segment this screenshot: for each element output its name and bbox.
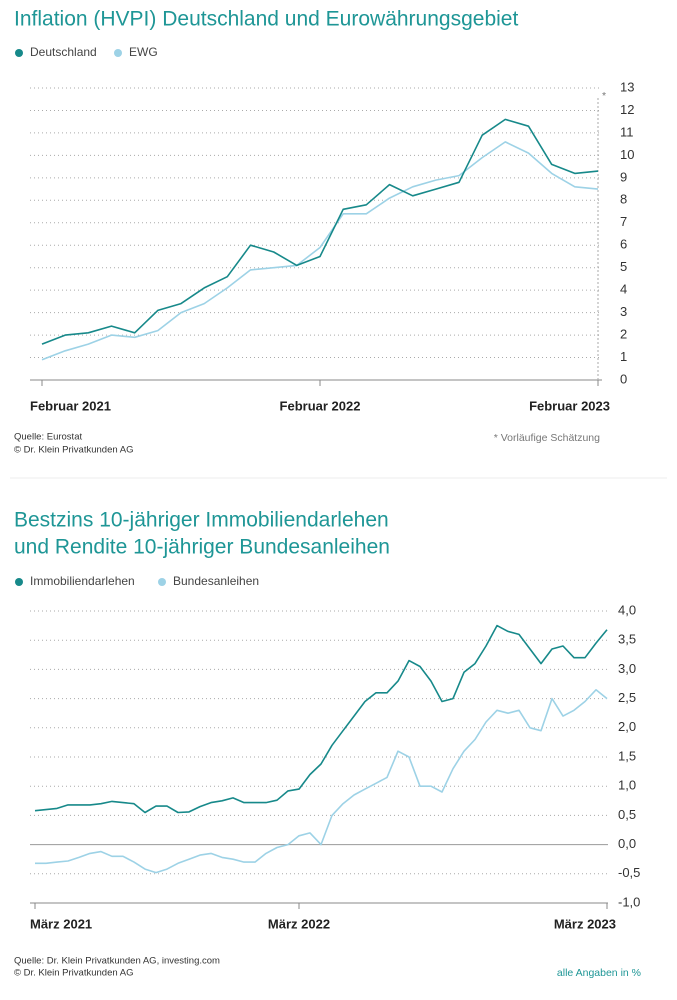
source: Quelle: Dr. Klein Privatkunden AG, inves… <box>14 956 220 967</box>
source: Quelle: Eurostat <box>14 432 82 443</box>
y-tick-label: 0,5 <box>618 807 636 822</box>
x-tick-label: Februar 2022 <box>280 398 361 413</box>
legend-label: Deutschland <box>30 45 97 59</box>
y-tick-label: 2,0 <box>618 719 636 734</box>
y-tick-label: 1,5 <box>618 748 636 763</box>
y-tick-label: 11 <box>620 124 634 139</box>
x-tick-label: März 2021 <box>30 916 92 931</box>
y-tick-label: 3,0 <box>618 661 636 676</box>
chart-title: Inflation (HVPI) Deutschland und Eurowäh… <box>14 8 518 31</box>
y-tick-label: 1,0 <box>618 778 636 793</box>
y-tick-label: 4 <box>620 282 627 297</box>
y-tick-label: 9 <box>620 169 627 184</box>
note: * Vorläufige Schätzung <box>494 432 600 444</box>
series-line <box>41 141 599 361</box>
source: © Dr. Klein Privatkunden AG <box>14 968 133 979</box>
y-tick-label: 13 <box>620 79 634 94</box>
chart-title: Bestzins 10-jähriger Immobiliendarlehen <box>14 509 389 532</box>
y-tick-label: -1,0 <box>618 894 640 909</box>
legend-swatch <box>15 49 23 57</box>
legend-label: Immobiliendarlehen <box>30 574 135 588</box>
y-tick-label: 0 <box>620 371 627 386</box>
series-line <box>41 118 599 345</box>
y-tick-label: 10 <box>620 147 634 162</box>
series-line <box>35 689 608 874</box>
legend-label: Bundesanleihen <box>173 574 259 588</box>
y-tick-label: 1 <box>620 349 627 364</box>
x-tick-label: Februar 2023 <box>529 398 610 413</box>
legend-swatch <box>158 578 166 586</box>
legend-swatch <box>15 578 23 586</box>
x-tick-label: März 2023 <box>554 916 616 931</box>
y-tick-label: 3 <box>620 304 627 319</box>
estimate-marker: * <box>602 90 606 102</box>
y-tick-label: 12 <box>620 102 634 117</box>
y-tick-label: 0,0 <box>618 836 636 851</box>
y-tick-label: 7 <box>620 214 627 229</box>
y-tick-label: -0,5 <box>618 865 640 880</box>
chart-title: und Rendite 10-jähriger Bundesanleihen <box>14 536 390 559</box>
y-tick-label: 5 <box>620 259 627 274</box>
y-tick-label: 3,5 <box>618 632 636 647</box>
y-tick-label: 6 <box>620 237 627 252</box>
y-tick-label: 8 <box>620 192 627 207</box>
x-tick-label: Februar 2021 <box>30 398 111 413</box>
series-line <box>34 624 608 814</box>
y-tick-label: 4,0 <box>618 602 636 617</box>
source: © Dr. Klein Privatkunden AG <box>14 445 133 456</box>
y-tick-label: 2 <box>620 327 627 342</box>
legend-swatch <box>114 49 122 57</box>
y-tick-label: 2,5 <box>618 690 636 705</box>
x-tick-label: März 2022 <box>268 916 330 931</box>
legend-label: EWG <box>129 45 158 59</box>
note: alle Angaben in % <box>557 967 641 979</box>
